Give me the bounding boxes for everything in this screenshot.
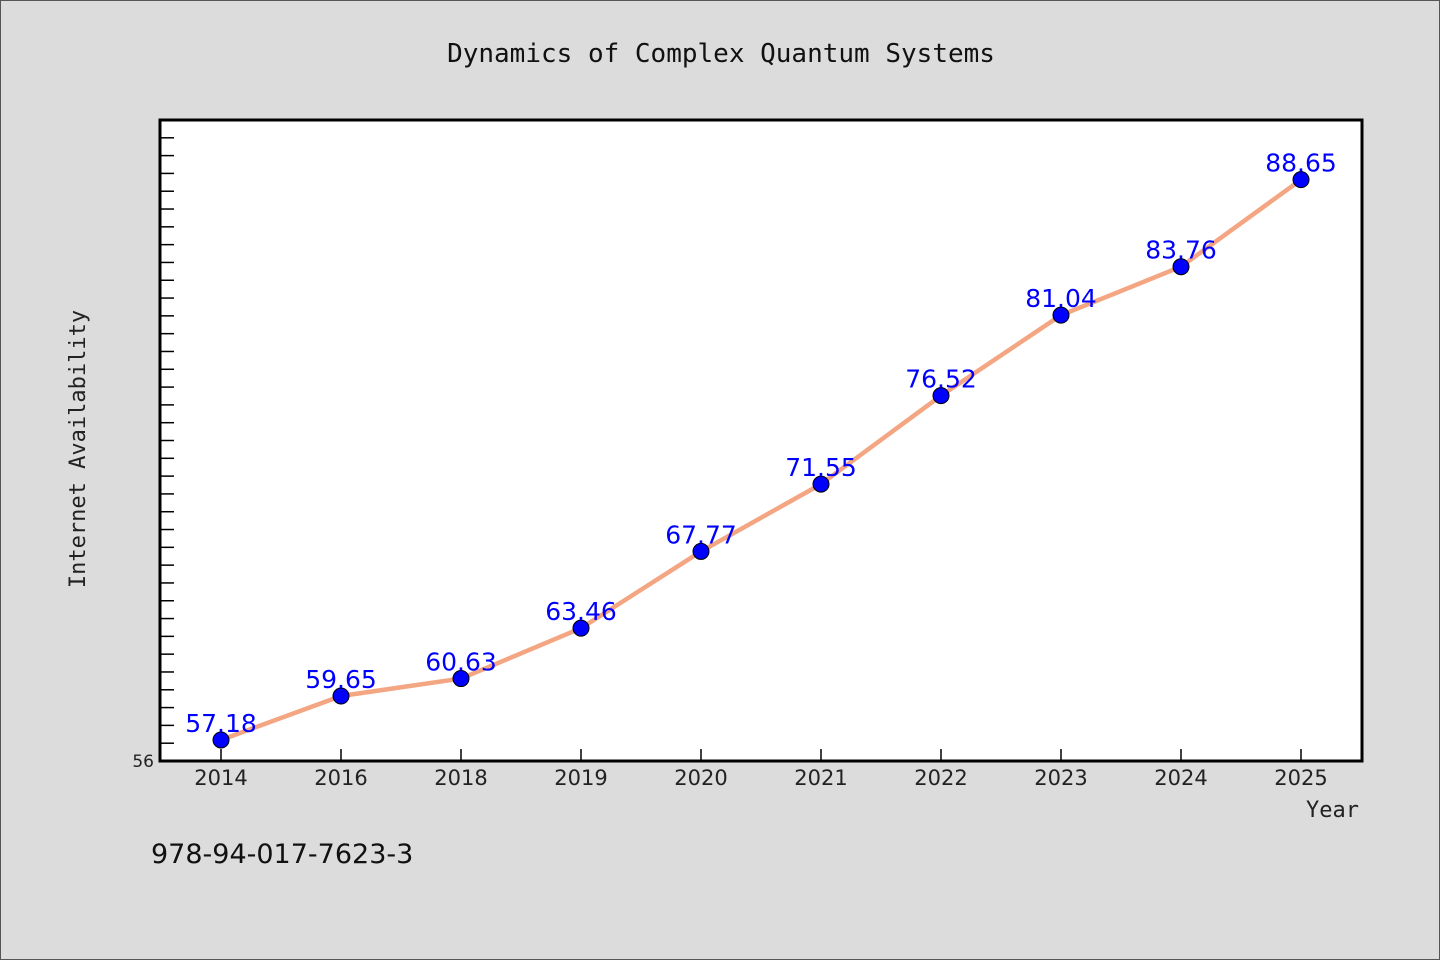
data-label-2023: 81.04 — [1025, 284, 1097, 313]
data-label-2018: 60.63 — [425, 648, 497, 677]
x-tick-label-2021: 2021 — [794, 766, 847, 790]
data-label-2022: 76.52 — [905, 365, 977, 394]
y-axis-ticks: 56 — [132, 119, 174, 772]
chart-title: Dynamics of Complex Quantum Systems — [447, 39, 995, 69]
x-tick-label-2018: 2018 — [434, 766, 487, 790]
data-point-2019 — [572, 619, 590, 637]
x-tick-label-2024: 2024 — [1154, 766, 1207, 790]
data-point-2022 — [932, 387, 950, 405]
isbn-text: 978-94-017-7623-3 — [151, 839, 413, 870]
x-tick-label-2020: 2020 — [674, 766, 727, 790]
data-point-2014 — [212, 731, 230, 749]
x-tick-label-2016: 2016 — [314, 766, 367, 790]
data-label-2021: 71.55 — [785, 453, 857, 482]
x-tick-label-2014: 2014 — [194, 766, 247, 790]
series-line-0 — [218, 177, 1304, 743]
data-point-2021 — [812, 475, 830, 493]
data-point-2025 — [1292, 171, 1310, 189]
x-tick-label-2023: 2023 — [1034, 766, 1087, 790]
data-label-2019: 63.46 — [545, 597, 617, 626]
data-label-2025: 88.65 — [1265, 149, 1337, 178]
data-point-2020 — [692, 542, 710, 560]
data-point-2016 — [332, 687, 350, 705]
series-layer — [212, 171, 1310, 749]
x-axis-label: Year — [1306, 798, 1359, 823]
data-label-2024: 83.76 — [1145, 236, 1217, 265]
data-label-2016: 59.65 — [305, 665, 377, 694]
data-label-2014: 57.18 — [185, 709, 257, 738]
data-label-layer: 57.18 59.65 60.63 63.46 67.77 71.55 76.52 81.04… — [185, 149, 1337, 738]
x-tick-label-2019: 2019 — [554, 766, 607, 790]
y-axis-label: Internet Availability — [66, 310, 91, 588]
x-tick-label-2025: 2025 — [1274, 766, 1327, 790]
data-point-2018 — [452, 670, 470, 688]
x-axis-ticks: 2014 2016 2018 2019 2020 2021 2022 2023 2024 2025 — [194, 749, 1328, 790]
plot-area — [158, 118, 1364, 763]
y-tick-label-56: 56 — [132, 752, 154, 772]
x-tick-label-2022: 2022 — [914, 766, 967, 790]
data-point-2024 — [1172, 258, 1190, 276]
data-point-2023 — [1052, 306, 1070, 324]
data-label-2020: 67.77 — [665, 520, 737, 549]
